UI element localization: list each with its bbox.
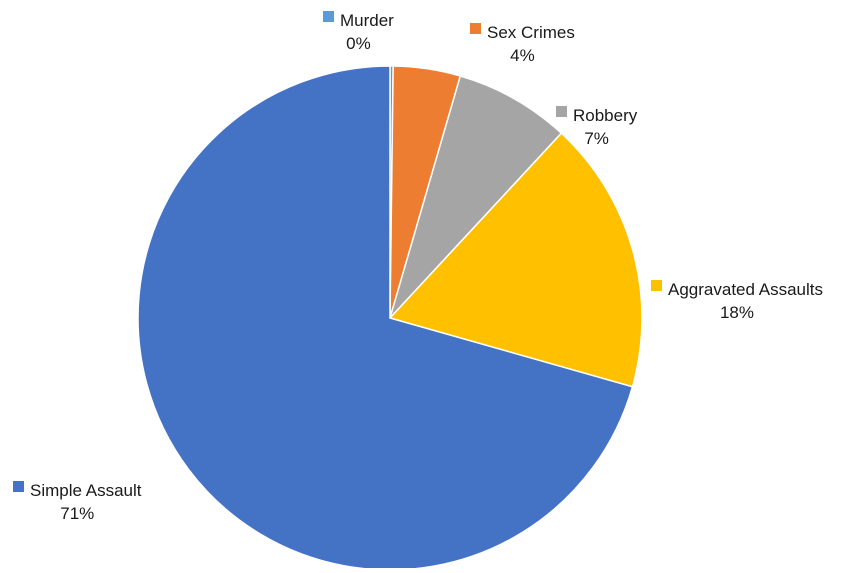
data-label-robbery: Robbery 7% bbox=[556, 106, 638, 148]
data-label-sex-crimes: Sex Crimes 4% bbox=[470, 23, 575, 65]
pie-slice-robbery bbox=[389, 75, 563, 319]
legend-key-sex-crimes bbox=[470, 23, 481, 34]
pie-slice-aggravated-assaults bbox=[388, 132, 643, 388]
data-label-murder: Murder 0% bbox=[323, 11, 394, 53]
slice-percent-robbery: 7% bbox=[584, 129, 609, 148]
slice-label-murder: Murder bbox=[340, 11, 394, 30]
legend-key-simple-assault bbox=[13, 481, 24, 492]
slice-label-sex-crimes: Sex Crimes bbox=[487, 23, 575, 42]
legend-key-aggravated-assaults bbox=[651, 280, 662, 291]
legend-key-robbery bbox=[556, 106, 567, 117]
pie-slices bbox=[137, 65, 643, 571]
slice-percent-murder: 0% bbox=[346, 34, 371, 53]
data-label-aggravated-assaults: Aggravated Assaults 18% bbox=[651, 280, 823, 322]
slice-percent-simple-assault: 71% bbox=[60, 504, 94, 523]
data-label-simple-assault: Simple Assault 71% bbox=[13, 481, 142, 523]
slice-percent-aggravated-assaults: 18% bbox=[720, 303, 754, 322]
pie-slice-simple-assault bbox=[137, 65, 634, 571]
slice-label-simple-assault: Simple Assault bbox=[30, 481, 142, 500]
legend-key-murder bbox=[323, 11, 334, 22]
slice-percent-sex-crimes: 4% bbox=[510, 46, 535, 65]
slice-label-aggravated-assaults: Aggravated Assaults bbox=[668, 280, 823, 299]
pie-labels: Murder 0% Sex Crimes 4% Robbery 7% Aggravated … bbox=[13, 11, 823, 523]
slice-label-robbery: Robbery bbox=[573, 106, 638, 125]
